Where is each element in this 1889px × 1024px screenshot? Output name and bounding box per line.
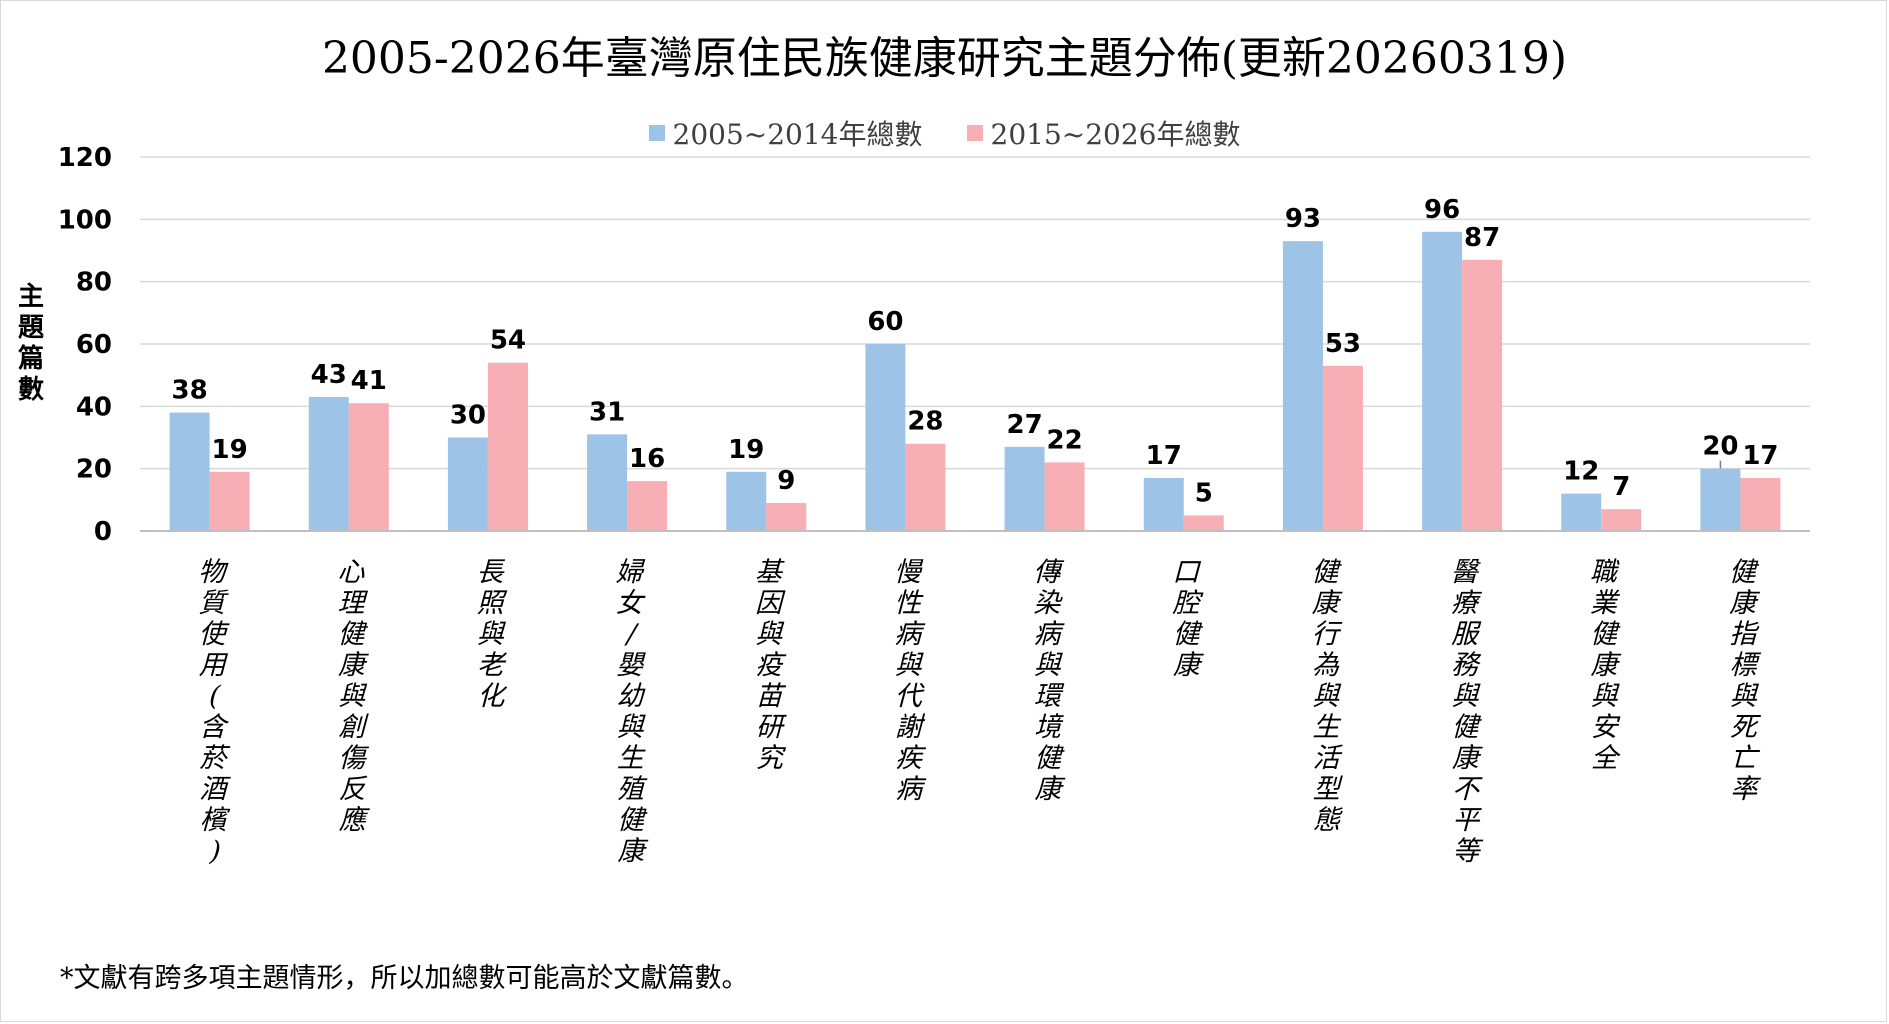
bar-series-1-3 (447, 437, 488, 531)
data-label-series-1-11: 12 (1563, 457, 1599, 487)
data-label-series-2-3: 54 (490, 326, 526, 356)
bar-series-1-8 (1143, 478, 1184, 531)
category-label-11: 職業健康與安全 (1538, 556, 1674, 773)
bar-series-2-6 (905, 443, 946, 531)
bar-series-1-6 (865, 344, 906, 531)
bar-series-1-9 (1282, 241, 1323, 531)
data-label-series-2-4: 16 (629, 444, 665, 474)
bar-series-1-5 (726, 471, 767, 531)
data-label-series-2-9: 53 (1325, 329, 1361, 359)
category-label-8: 口腔健康 (1145, 556, 1231, 680)
bar-series-2-11 (1601, 509, 1642, 531)
data-label-series-1-4: 31 (589, 397, 625, 427)
legend-swatch-series-1 (648, 125, 665, 141)
data-label-series-2-1: 19 (211, 435, 247, 465)
legend-label-series-2: 2015~2026年總數 (990, 118, 1241, 151)
bar-series-1-11 (1561, 493, 1602, 531)
category-label-9: 健康行為與生活型態 (1243, 556, 1413, 835)
footnote: *文獻有跨多項主題情形，所以加總數可能高於文獻篇數。 (60, 963, 749, 994)
category-label-6: 慢性病與代謝疾病 (834, 556, 987, 804)
data-label-series-1-12: 20 (1702, 432, 1738, 462)
data-label-series-1-7: 27 (1006, 410, 1042, 440)
y-axis-label: 主題篇數 (17, 282, 44, 405)
legend-item-series-1: 2005~2014年總數 (648, 113, 923, 153)
y-tick-label-20: 20 (76, 455, 112, 485)
bar-series-2-3 (487, 362, 528, 531)
data-label-series-1-1: 38 (171, 376, 207, 406)
data-label-series-2-6: 28 (907, 407, 943, 437)
data-label-series-2-8: 5 (1195, 478, 1213, 508)
bar-series-1-12 (1700, 468, 1741, 531)
bar-series-1-1 (169, 412, 210, 531)
data-label-series-2-7: 22 (1046, 425, 1082, 455)
bar-series-1-4 (587, 434, 628, 531)
y-tick-label-120: 120 (58, 143, 112, 173)
data-label-series-1-3: 30 (450, 401, 486, 431)
data-label-series-2-10: 87 (1464, 223, 1500, 253)
bar-series-2-5 (766, 502, 807, 531)
bar-series-1-10 (1422, 231, 1463, 532)
data-label-series-2-11: 7 (1612, 472, 1630, 502)
data-label-series-1-5: 19 (728, 435, 764, 465)
category-label-5: 基因與疫苗研究 (703, 556, 839, 773)
y-tick-label-40: 40 (76, 392, 112, 422)
bar-series-2-9 (1322, 365, 1363, 531)
bar-series-1-7 (1004, 446, 1045, 531)
category-label-10: 醫療服務與健康不平等 (1374, 556, 1561, 866)
y-tick-label-60: 60 (76, 330, 112, 360)
bar-series-1-2 (308, 396, 349, 531)
category-label-4: 婦女/嬰幼與生殖健康 (539, 556, 726, 866)
data-label-series-1-2: 43 (311, 360, 347, 390)
data-label-series-1-10: 96 (1424, 195, 1460, 225)
bar-series-2-4 (627, 481, 668, 531)
data-label-series-2-12: 17 (1742, 441, 1778, 471)
category-label-2: 心理健康與創傷反應 (269, 556, 439, 835)
category-label-12: 健康指標與死亡率 (1669, 556, 1822, 804)
y-tick-label-100: 100 (58, 205, 112, 235)
bar-series-2-8 (1183, 515, 1224, 531)
data-label-series-1-9: 93 (1285, 204, 1321, 234)
bar-series-2-12 (1740, 478, 1781, 531)
legend-swatch-series-2 (966, 125, 983, 141)
legend-label-series-1: 2005~2014年總數 (672, 118, 923, 151)
category-label-3: 長照與老化 (441, 556, 544, 711)
y-tick-label-0: 0 (94, 517, 112, 547)
data-label-series-1-8: 17 (1146, 441, 1182, 471)
data-label-series-2-5: 9 (777, 466, 795, 496)
data-label-series-1-6: 60 (867, 307, 903, 337)
chart-legend: 2005~2014年總數 2015~2026年總數 (0, 113, 1889, 153)
data-label-series-2-2: 41 (351, 366, 387, 396)
bar-series-2-1 (209, 471, 250, 531)
bar-series-2-7 (1044, 462, 1085, 531)
bar-series-2-2 (348, 403, 389, 531)
chart-title: 2005-2026年臺灣原住民族健康研究主題分佈(更新20260319) (321, 33, 1568, 84)
category-label-1: 物質使用(含菸酒檳) (121, 556, 299, 866)
y-tick-label-80: 80 (76, 268, 112, 298)
legend-item-series-2: 2015~2026年總數 (966, 113, 1241, 153)
bar-series-2-10 (1462, 259, 1503, 531)
category-label-7: 傳染病與環境健康 (973, 556, 1126, 804)
